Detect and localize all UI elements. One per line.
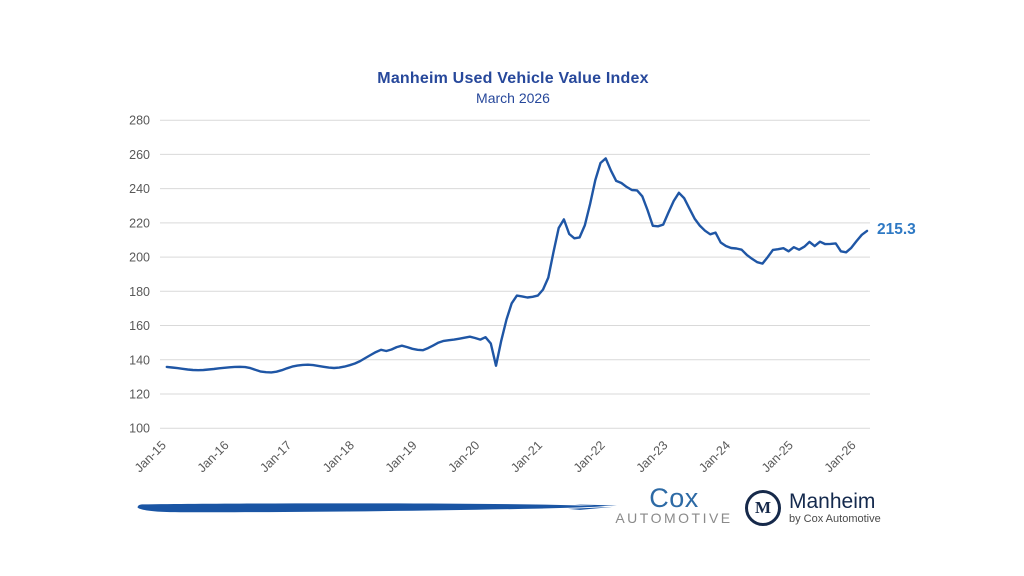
y-axis-label: 120 [129,388,150,402]
x-axis-label: Jan-17 [257,438,294,475]
cox-logo-subtext: AUTOMOTIVE [615,510,733,526]
y-axis-label: 220 [129,216,150,230]
x-axis-label: Jan-23 [634,438,671,475]
x-axis-label: Jan-24 [696,438,733,475]
y-axis-label: 280 [129,114,150,128]
x-axis-label: Jan-15 [132,438,169,475]
y-axis-label: 160 [129,319,150,333]
y-axis-label: 200 [129,251,150,265]
chart-subtitle: March 2026 [476,90,550,106]
x-axis-label: Jan-25 [759,438,796,475]
y-axis-label: 240 [129,182,150,196]
gridlines [160,119,870,429]
x-axis-label: Jan-18 [320,438,357,475]
index-series-line [165,157,869,374]
last-value-label: 215.3 [877,221,916,238]
x-axis-labels: Jan-15 Jan-16 Jan-17 Jan-18 Jan-19 Jan-20 Jan-… [132,438,859,475]
manheim-logo-text: Manheim by Cox Automotive [789,491,881,525]
cox-logo-wordmark: Cox [649,483,699,513]
cox-automotive-logo: Cox AUTOMOTIVE [602,485,746,526]
brand-swoosh-graphic [137,503,617,513]
chart-title: Manheim Used Vehicle Value Index [377,70,649,87]
x-axis-label: Jan-21 [508,438,545,475]
y-axis-label: 260 [129,148,150,162]
x-axis-label: Jan-26 [822,438,859,475]
y-axis-labels: 100 120 140 160 180 200 220 240 260 280 [129,114,150,436]
y-axis-label: 140 [129,353,150,367]
x-axis-label: Jan-20 [445,438,482,475]
x-axis-label: Jan-19 [383,438,420,475]
manheim-m-icon: M [745,490,781,526]
manheim-logo-wordmark: Manheim [789,490,876,513]
y-axis-label: 100 [129,422,150,436]
x-axis-label: Jan-16 [195,438,232,475]
manheim-logo: M Manheim by Cox Automotive [745,490,881,526]
manheim-logo-subtext: by Cox Automotive [789,513,881,525]
x-axis-label: Jan-22 [571,438,608,475]
y-axis-label: 180 [129,285,150,299]
